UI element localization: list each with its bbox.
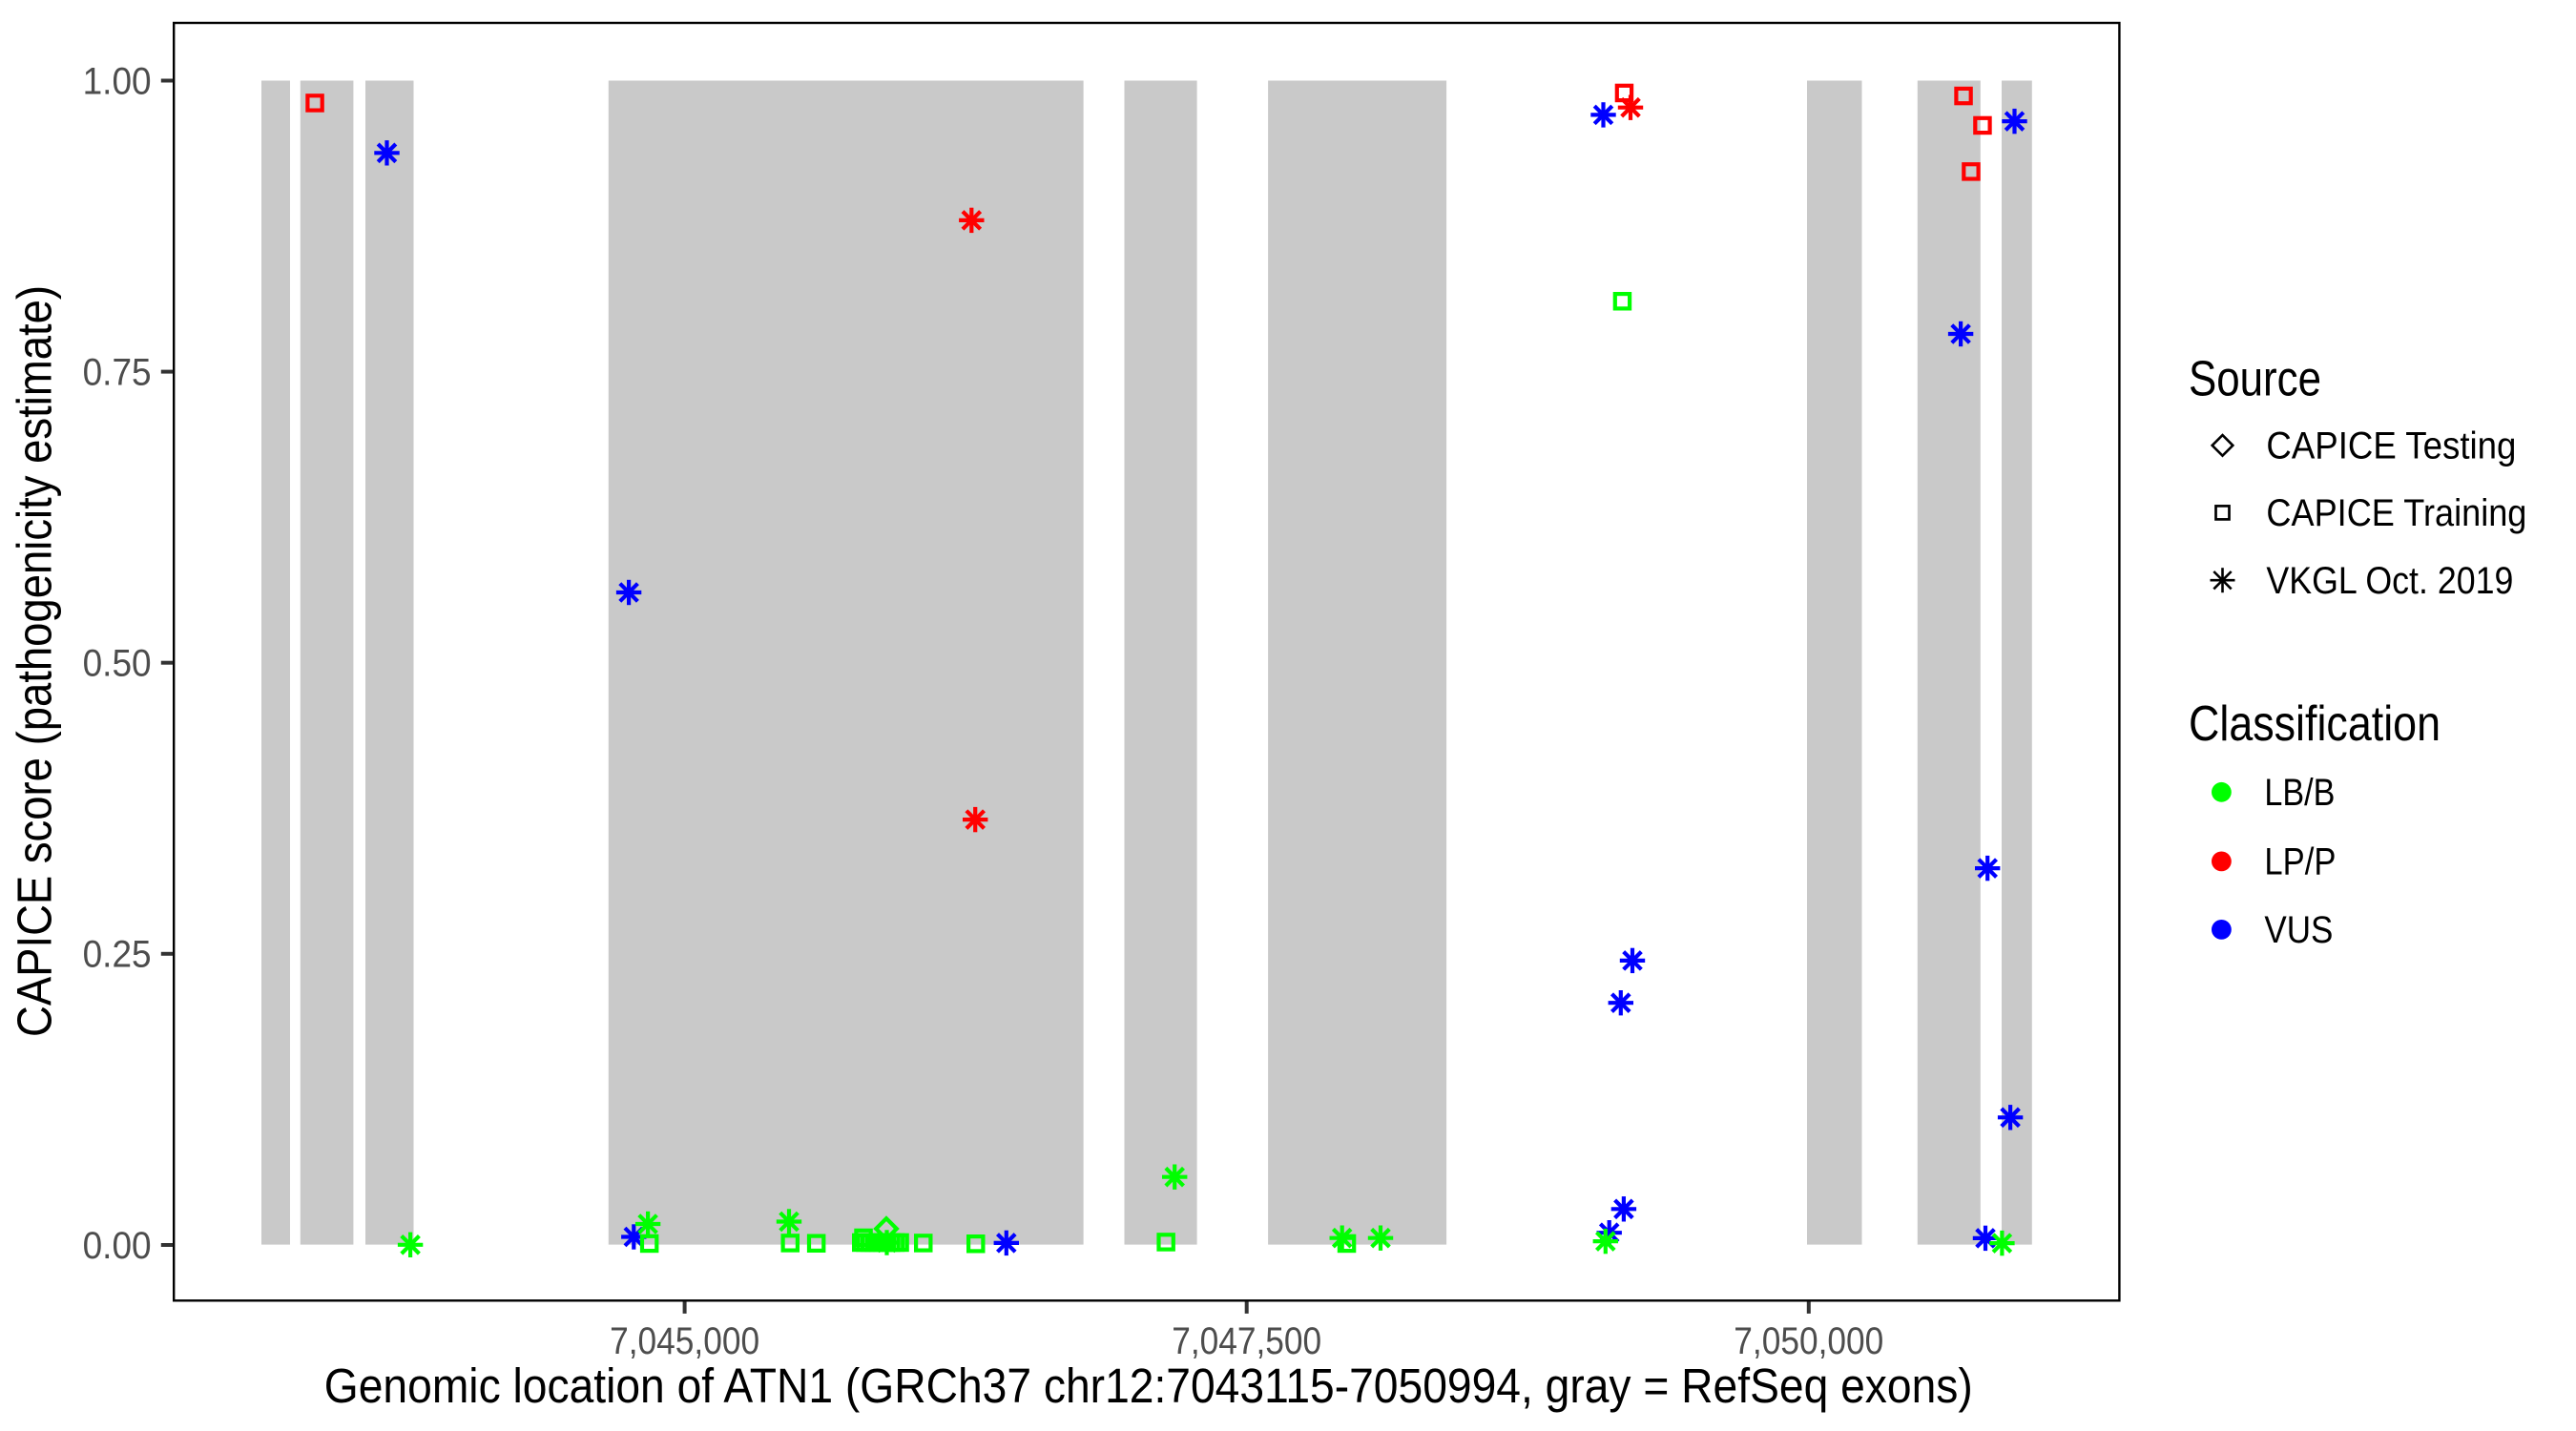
- svg-text:0.00: 0.00: [83, 1225, 152, 1267]
- svg-text:CAPICE Testing: CAPICE Testing: [2266, 425, 2516, 467]
- svg-text:0.50: 0.50: [83, 643, 152, 685]
- svg-text:Source: Source: [2189, 352, 2321, 407]
- svg-text:Genomic location of ATN1 (GRCh: Genomic location of ATN1 (GRCh37 chr12:7…: [324, 1358, 1973, 1413]
- svg-text:0.75: 0.75: [83, 351, 152, 393]
- svg-text:LP/P: LP/P: [2264, 841, 2336, 883]
- svg-text:CAPICE Training: CAPICE Training: [2266, 492, 2526, 534]
- svg-text:VKGL Oct. 2019: VKGL Oct. 2019: [2266, 560, 2513, 602]
- svg-text:7,047,500: 7,047,500: [1172, 1320, 1321, 1362]
- svg-text:0.25: 0.25: [83, 934, 152, 976]
- svg-text:CAPICE score (pathogenicity es: CAPICE score (pathogenicity estimate): [8, 285, 62, 1037]
- svg-text:LB/B: LB/B: [2264, 772, 2335, 814]
- svg-text:1.00: 1.00: [83, 60, 152, 102]
- svg-text:7,045,000: 7,045,000: [610, 1320, 759, 1362]
- svg-text:Classification: Classification: [2189, 696, 2441, 752]
- svg-text:VUS: VUS: [2264, 909, 2333, 951]
- svg-text:7,050,000: 7,050,000: [1734, 1320, 1883, 1362]
